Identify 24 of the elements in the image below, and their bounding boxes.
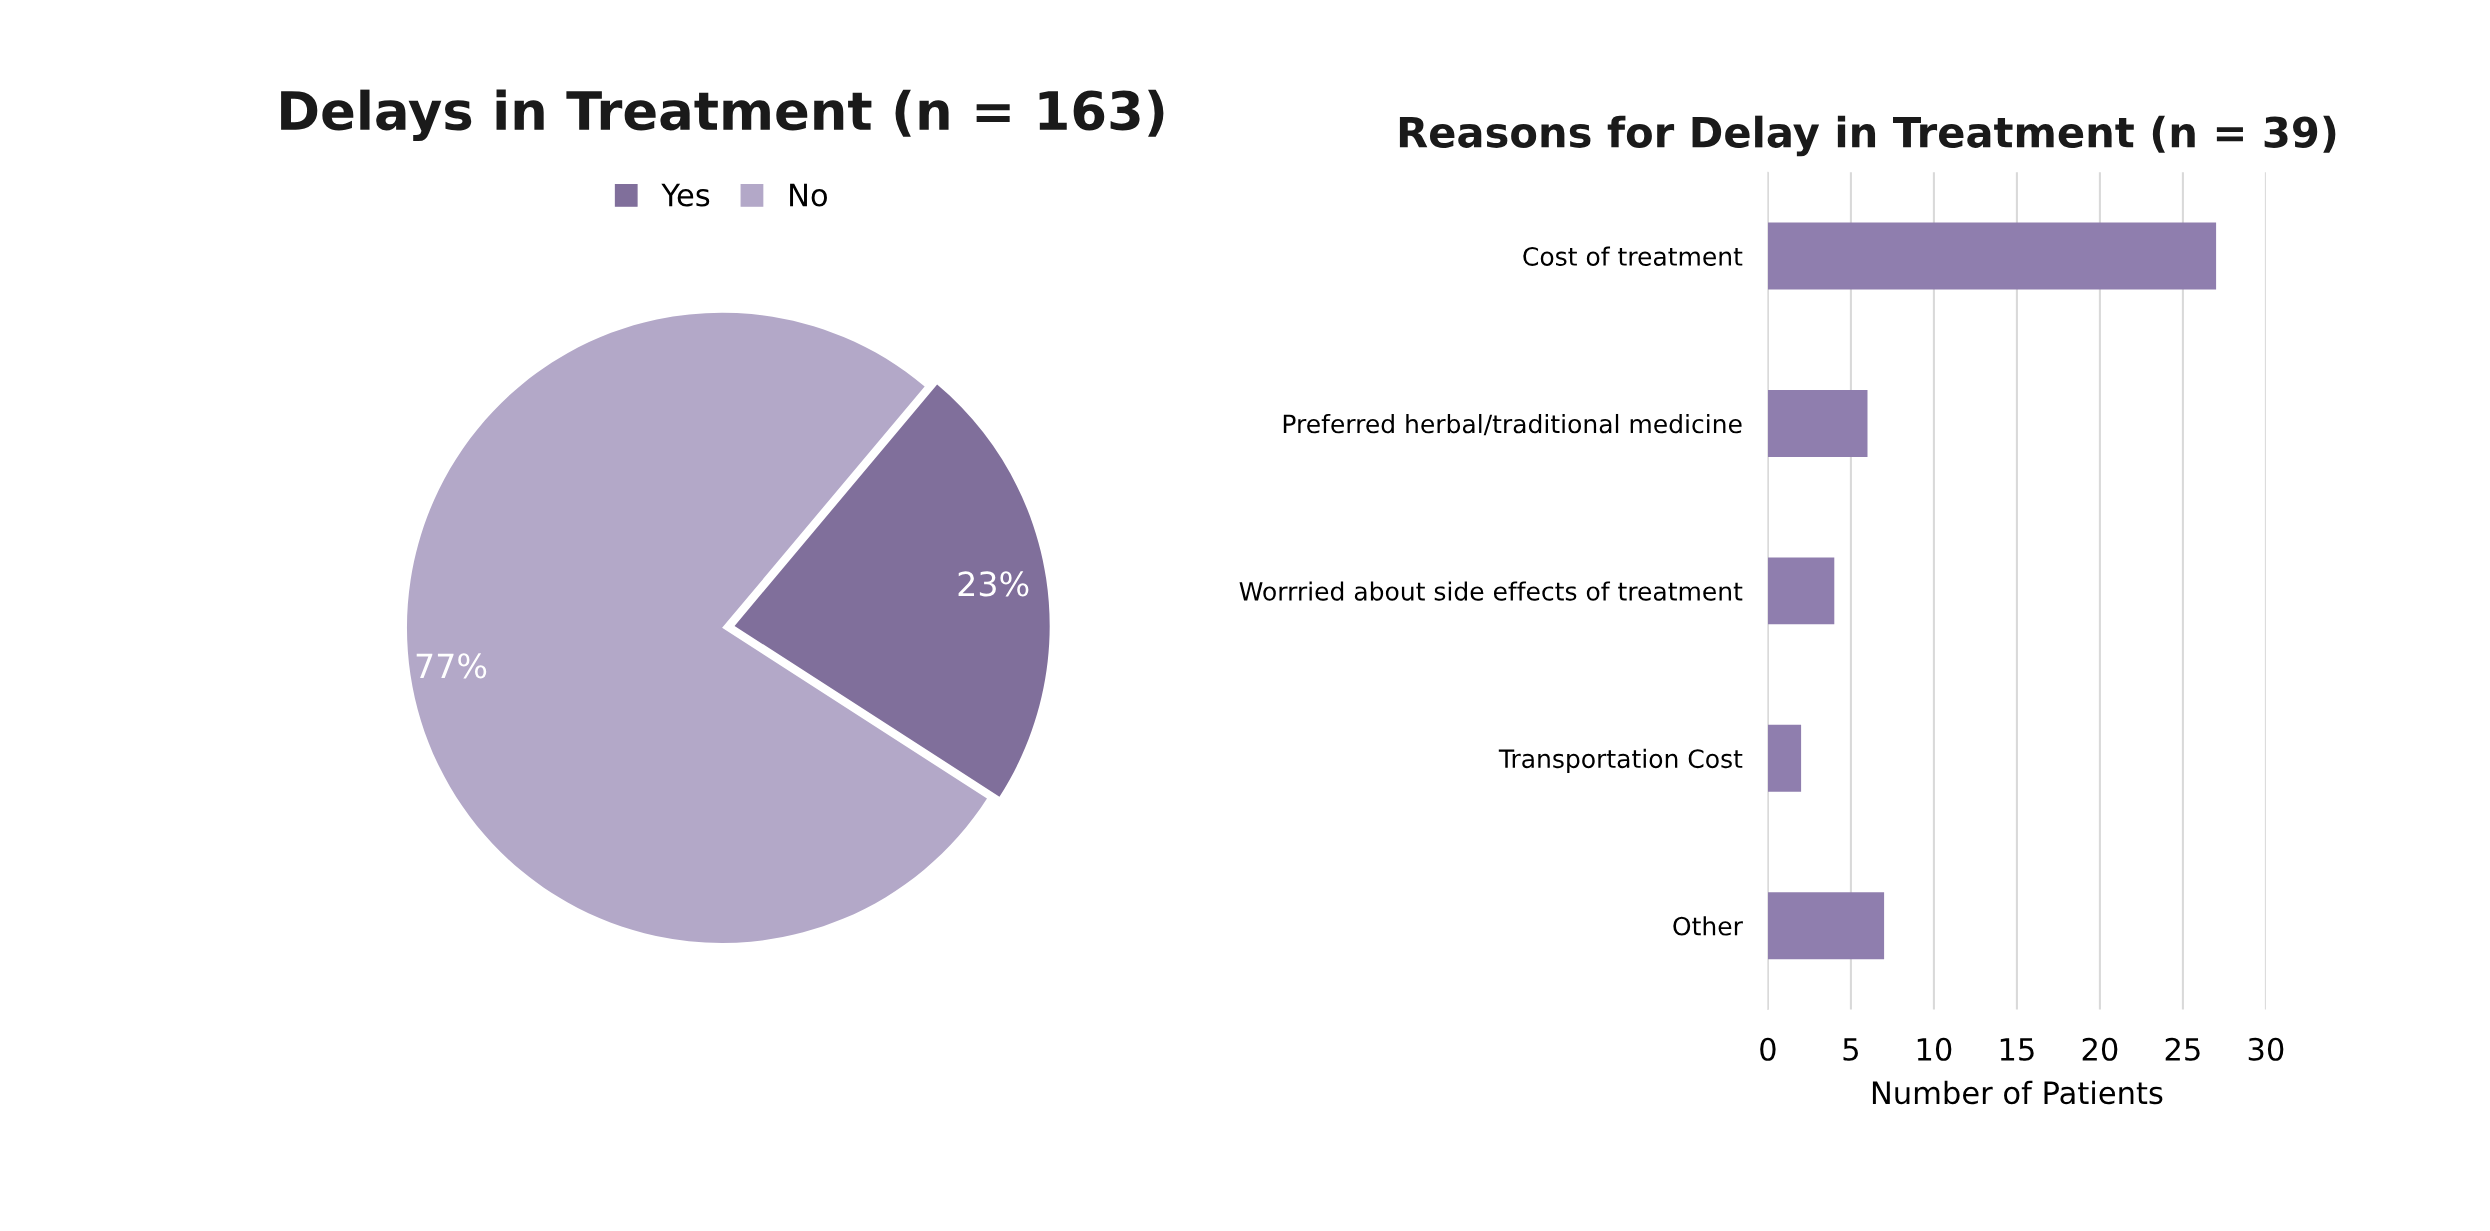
x-tick-label: 0 — [1760, 1037, 1776, 1061]
y-tick-label: Other — [1673, 916, 1743, 936]
chart-title: Delays in Treatment (n = 163) — [281, 89, 1164, 142]
y-tick-label: Cost of treatment — [1523, 246, 1743, 266]
x-tick-label: 10 — [1917, 1037, 1952, 1061]
x-tick-label: 25 — [2165, 1037, 2200, 1061]
data-label: 77% — [416, 653, 487, 679]
x-axis-title: Number of Patients — [1872, 1080, 2163, 1105]
bar — [1767, 892, 1885, 960]
data-label: 23% — [958, 571, 1029, 597]
x-tick-label: 5 — [1843, 1038, 1858, 1061]
x-tick-label: 30 — [2248, 1037, 2284, 1061]
legend-label: Yes — [661, 183, 710, 207]
y-tick-label: Worrried about side effects of treatment — [1239, 581, 1743, 601]
bar — [1767, 557, 1835, 625]
y-tick-label: Transportation Cost — [1498, 748, 1743, 773]
bar — [1767, 389, 1868, 457]
bar — [1767, 724, 1802, 792]
chart-title: Reasons for Delay in Treatment (n = 39) — [1399, 115, 2336, 157]
x-tick-label: 20 — [2082, 1037, 2118, 1061]
y-tick-label: Preferred herbal/traditional medicine — [1283, 413, 1742, 436]
x-tick-label: 15 — [2000, 1038, 2034, 1061]
legend-label: No — [790, 183, 827, 207]
bar — [1767, 222, 2217, 290]
